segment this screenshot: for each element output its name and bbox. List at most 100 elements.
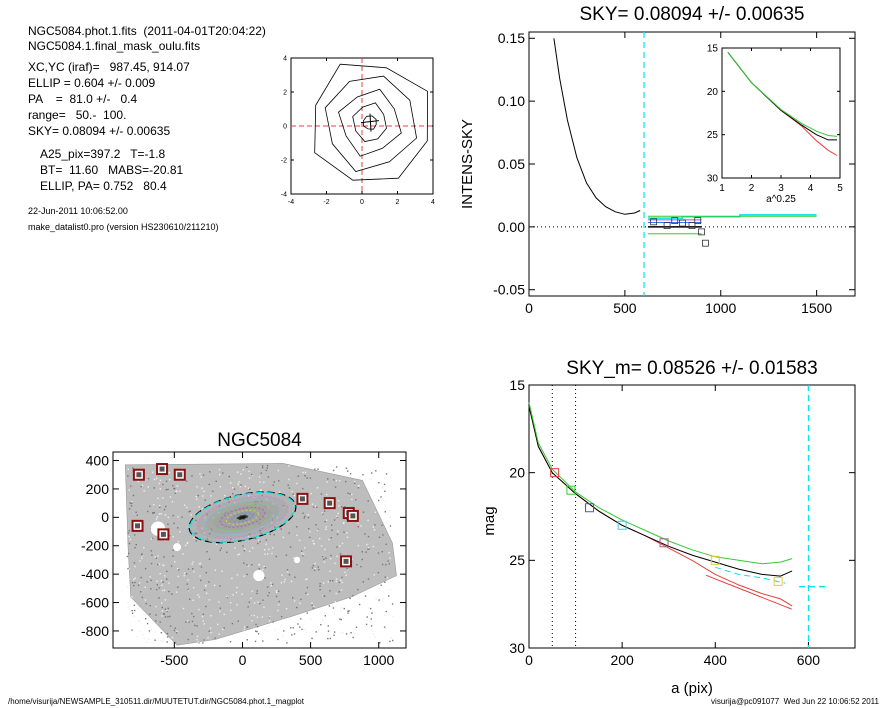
image-speckle — [203, 532, 205, 534]
image-speckle — [154, 631, 157, 633]
image-speckle — [219, 585, 221, 587]
image-speckle — [378, 599, 380, 601]
image-speckle — [334, 486, 337, 488]
image-speckle — [174, 488, 176, 490]
image-speckle — [162, 483, 164, 486]
image-speckle — [133, 578, 135, 581]
image-speckle — [264, 577, 266, 579]
contour-level — [338, 88, 402, 157]
image-speckle — [257, 633, 260, 635]
image-speckle — [311, 604, 313, 606]
image-speckle — [375, 598, 377, 600]
image-speckle — [378, 588, 380, 590]
image-speckle — [126, 586, 129, 588]
image-speckle — [160, 640, 162, 642]
image-speckle — [330, 537, 332, 539]
image-speckle — [380, 584, 382, 586]
image-speckle — [194, 624, 196, 627]
image-speckle — [382, 485, 384, 488]
image-speckle — [327, 637, 329, 640]
image-speckle — [343, 607, 345, 610]
image-speckle — [155, 518, 158, 520]
image-speckle — [331, 529, 333, 531]
image-speckle — [223, 627, 225, 629]
image-speckle — [202, 495, 204, 497]
sky-ylabel: INTENS-SKY — [459, 119, 476, 209]
image-speckle — [233, 502, 236, 504]
image-speckle — [202, 642, 204, 644]
image-speckle — [291, 490, 293, 493]
image-speckle — [340, 607, 343, 609]
image-speckle — [187, 588, 189, 591]
image-speckle — [382, 600, 385, 602]
image-speckle — [341, 506, 343, 508]
image-speckle — [329, 580, 331, 582]
image-speckle — [300, 618, 302, 620]
image-speckle — [334, 601, 336, 603]
image-speckle — [204, 517, 206, 519]
info-program: make_datalist0.pro (version HS230610/211… — [28, 222, 219, 232]
image-speckle — [179, 531, 181, 533]
image-speckle — [309, 477, 312, 479]
image-speckle — [222, 472, 224, 474]
image-speckle — [264, 567, 266, 569]
sky-inset-x-label: 5 — [837, 183, 843, 194]
image-y-label: -200 — [81, 538, 109, 554]
sky-x-label: 1000 — [705, 300, 736, 316]
image-speckle — [335, 592, 337, 595]
image-speckle — [158, 482, 160, 485]
image-speckle — [187, 579, 189, 581]
image-speckle — [136, 514, 138, 516]
image-speckle — [374, 524, 376, 526]
contour-x-label: 4 — [431, 199, 435, 206]
image-speckle — [339, 480, 341, 482]
image-speckle — [297, 623, 299, 625]
image-speckle — [283, 581, 285, 583]
image-speckle — [165, 505, 167, 508]
image-speckle — [384, 581, 386, 583]
image-speckle — [389, 640, 391, 643]
image-speckle — [251, 474, 253, 477]
image-speckle — [388, 595, 390, 597]
image-speckle — [127, 532, 129, 534]
image-speckle — [155, 620, 157, 622]
sky-square — [688, 222, 696, 230]
image-speckle — [199, 562, 202, 565]
image-speckle — [131, 629, 133, 631]
image-speckle — [176, 630, 178, 632]
image-speckle — [234, 547, 236, 549]
image-speckle — [187, 620, 189, 622]
image-speckle — [203, 623, 205, 625]
image-speckle — [171, 593, 173, 595]
image-speckle — [153, 478, 156, 481]
image-speckle — [243, 628, 245, 631]
image-speckle — [226, 595, 228, 598]
image-speckle — [197, 641, 200, 643]
image-speckle — [305, 592, 307, 594]
image-speckle — [288, 574, 291, 576]
image-speckle — [153, 511, 156, 514]
image-speckle — [325, 557, 327, 559]
image-speckle — [302, 487, 304, 490]
image-speckle — [309, 530, 311, 533]
image-speckle — [263, 481, 265, 484]
image-speckle — [283, 630, 285, 632]
info-line: ELLIP = 0.604 +/- 0.009 — [28, 76, 156, 90]
image-y-label: 200 — [86, 481, 110, 497]
image-speckle — [230, 538, 232, 540]
image-speckle — [149, 576, 151, 578]
image-speckle — [146, 641, 148, 643]
image-speckle — [318, 569, 320, 571]
image-speckle — [290, 627, 292, 629]
contour-x-label: 2 — [396, 199, 400, 206]
image-mask-inner — [136, 472, 142, 478]
contour-y-label: 4 — [283, 55, 287, 62]
sky-level-cyan — [647, 214, 817, 219]
image-speckle — [255, 623, 257, 626]
image-speckle — [136, 636, 138, 638]
image-speckle — [161, 606, 163, 609]
image-speckle — [349, 493, 351, 495]
image-speckle — [249, 488, 251, 490]
image-speckle — [265, 515, 267, 517]
image-speckle — [267, 625, 269, 627]
